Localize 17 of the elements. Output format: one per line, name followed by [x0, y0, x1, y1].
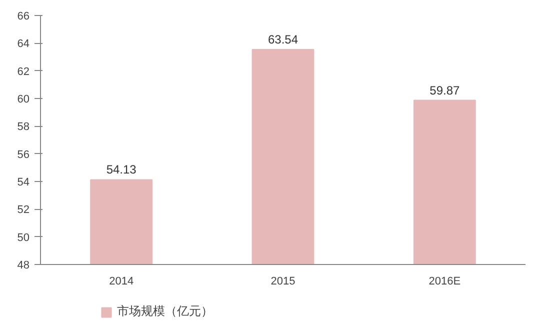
data-label: 59.87: [430, 83, 460, 98]
y-tick-label: 52: [17, 204, 30, 216]
y-tick-label: 56: [17, 148, 30, 161]
y-tick-label: 58: [17, 121, 30, 134]
y-tick-label: 60: [17, 94, 30, 106]
data-label: 63.54: [268, 32, 298, 47]
y-tick-label: 62: [17, 66, 30, 78]
x-tick-label: 2015: [270, 276, 296, 288]
x-tick-label: 2014: [109, 276, 134, 288]
legend-label: 市场规模（亿元）: [117, 303, 213, 320]
y-tick-label: 48: [17, 260, 30, 272]
data-label: 54.13: [106, 162, 137, 177]
y-tick-label: 64: [17, 38, 30, 50]
x-tick-label: 2016E: [428, 276, 461, 288]
y-tick-label: 54: [17, 176, 30, 188]
y-tick-label: 66: [17, 10, 30, 22]
y-tick-label: 50: [17, 232, 30, 244]
